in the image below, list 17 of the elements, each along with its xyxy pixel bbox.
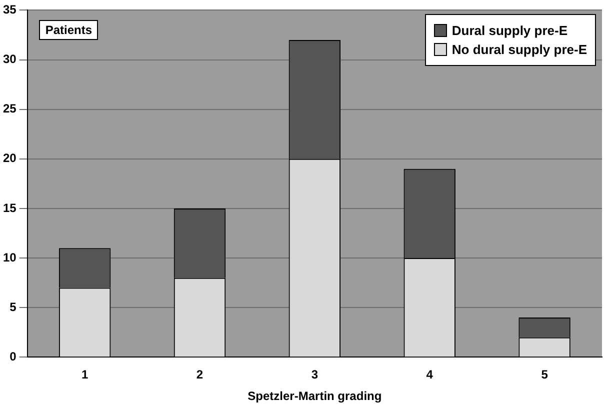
x-tick-label: 1 — [81, 368, 88, 382]
x-tick-label: 4 — [426, 368, 434, 382]
y-tick-label: 25 — [2, 102, 17, 116]
y-tick-label: 5 — [10, 300, 17, 314]
x-tick-label: 2 — [196, 368, 204, 382]
x-tick-label: 5 — [541, 368, 548, 382]
y-axis-title: Patients — [39, 20, 98, 40]
y-tick-label: 10 — [2, 250, 17, 264]
y-tick-label: 20 — [2, 151, 17, 166]
y-tick-label: 35 — [2, 2, 17, 17]
y-tick-label: 0 — [10, 350, 17, 364]
y-tick-label: 30 — [2, 52, 17, 66]
y-tick-label: 15 — [2, 200, 17, 215]
x-tick-label: 3 — [311, 368, 318, 382]
x-axis-title: Spetzler-Martin grading — [248, 389, 382, 404]
legend-label: No dural supply pre-E — [452, 42, 587, 58]
legend-label: Dural supply pre-E — [452, 23, 568, 38]
